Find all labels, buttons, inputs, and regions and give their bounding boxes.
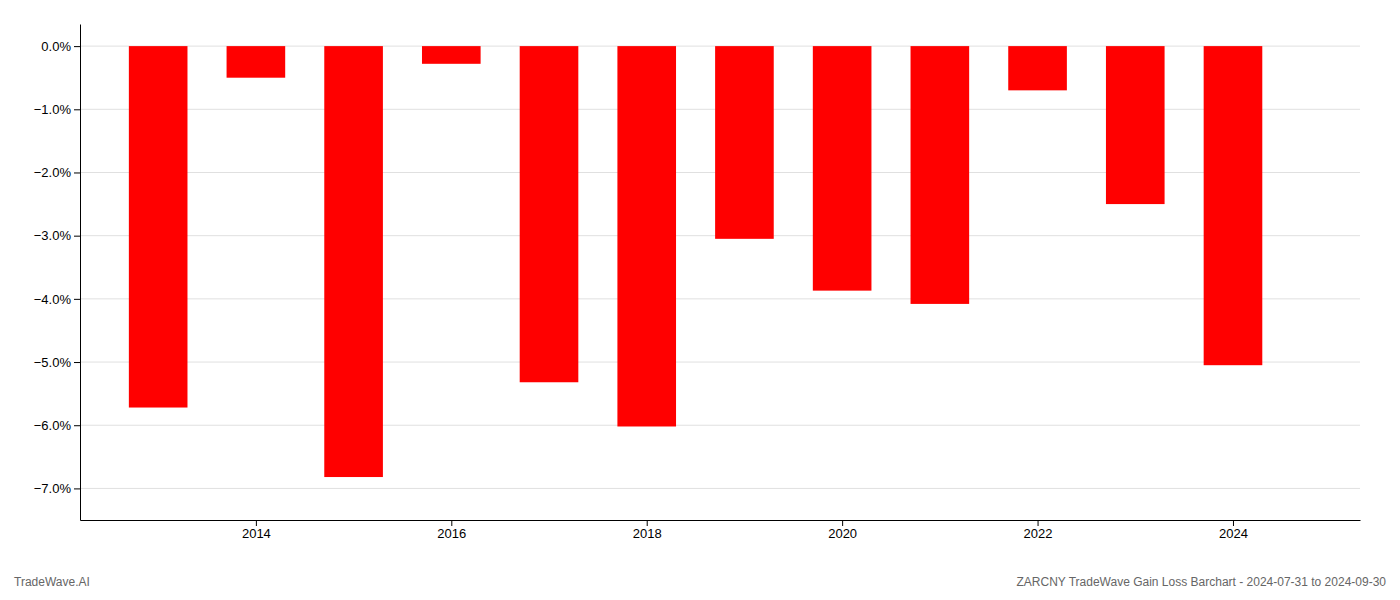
y-tick-label: 0.0% bbox=[41, 39, 71, 54]
y-tick-label: −4.0% bbox=[34, 292, 72, 307]
bars bbox=[129, 46, 1262, 477]
x-tick-label: 2022 bbox=[1024, 526, 1053, 541]
y-tick-label: −5.0% bbox=[34, 355, 72, 370]
y-tick-label: −7.0% bbox=[34, 481, 72, 496]
x-tick-label: 2018 bbox=[633, 526, 662, 541]
x-tick: 2016 bbox=[437, 520, 466, 541]
y-tick-mark bbox=[74, 299, 80, 300]
y-tick: −3.0% bbox=[34, 228, 80, 243]
x-tick: 2020 bbox=[828, 520, 857, 541]
x-axis-line bbox=[81, 520, 1361, 521]
grid-line bbox=[80, 362, 1360, 363]
y-tick-mark bbox=[74, 362, 80, 363]
y-tick-mark bbox=[74, 236, 80, 237]
bar bbox=[911, 46, 970, 304]
bar bbox=[227, 46, 286, 78]
x-axis: 2014 2016 2018 2020 2022 2024 bbox=[81, 520, 1361, 541]
x-tick-mark bbox=[256, 520, 257, 526]
grid-line bbox=[80, 298, 1360, 299]
bar bbox=[617, 46, 676, 426]
bar bbox=[520, 46, 579, 382]
grid-line bbox=[80, 425, 1360, 426]
y-tick-mark bbox=[74, 425, 80, 426]
y-tick: −2.0% bbox=[34, 165, 80, 180]
y-tick-mark bbox=[74, 109, 80, 110]
y-axis: 0.0% −1.0% −2.0% −3.0% −4.0% −5.0% −6.0% −7.0% bbox=[34, 25, 81, 521]
y-tick-label: −1.0% bbox=[34, 102, 72, 117]
bar bbox=[129, 46, 188, 407]
chart: 0.0% −1.0% −2.0% −3.0% −4.0% −5.0% −6.0% −7.0% 2… bbox=[0, 0, 1400, 600]
x-tick-label: 2014 bbox=[242, 526, 271, 541]
y-axis-line bbox=[80, 25, 81, 521]
y-tick-mark bbox=[74, 172, 80, 173]
y-tick: 0.0% bbox=[41, 39, 80, 54]
x-tick-label: 2016 bbox=[437, 526, 466, 541]
x-tick-mark bbox=[1038, 520, 1039, 526]
y-tick: −4.0% bbox=[34, 292, 80, 307]
plot: 0.0% −1.0% −2.0% −3.0% −4.0% −5.0% −6.0% −7.0% 2… bbox=[34, 25, 1361, 542]
x-tick: 2024 bbox=[1219, 520, 1248, 541]
x-tick: 2018 bbox=[633, 520, 662, 541]
bar bbox=[324, 46, 383, 477]
footer-text: ZARCNY TradeWave Gain Loss Barchart - 20… bbox=[1016, 575, 1386, 589]
y-tick: −1.0% bbox=[34, 102, 80, 117]
x-tick-mark bbox=[1233, 520, 1234, 526]
footer-text: TradeWave.AI bbox=[14, 575, 90, 589]
y-tick-mark bbox=[74, 488, 80, 489]
bar bbox=[813, 46, 872, 291]
y-tick-label: −2.0% bbox=[34, 165, 72, 180]
x-tick: 2022 bbox=[1024, 520, 1053, 541]
bar bbox=[715, 46, 774, 239]
bar bbox=[1204, 46, 1263, 365]
x-tick-mark bbox=[842, 520, 843, 526]
x-tick-mark bbox=[647, 520, 648, 526]
x-tick-label: 2020 bbox=[828, 526, 857, 541]
grid-line bbox=[80, 488, 1360, 489]
y-tick: −5.0% bbox=[34, 355, 80, 370]
x-tick-mark bbox=[451, 520, 452, 526]
x-tick: 2014 bbox=[242, 520, 271, 541]
grid bbox=[80, 46, 1360, 488]
y-tick-label: −6.0% bbox=[34, 418, 72, 433]
bar bbox=[1106, 46, 1165, 204]
bar bbox=[422, 46, 481, 64]
y-tick: −7.0% bbox=[34, 481, 80, 496]
y-tick: −6.0% bbox=[34, 418, 80, 433]
x-tick-label: 2024 bbox=[1219, 526, 1248, 541]
y-tick-mark bbox=[74, 46, 80, 47]
bar bbox=[1008, 46, 1067, 90]
y-tick-label: −3.0% bbox=[34, 228, 72, 243]
